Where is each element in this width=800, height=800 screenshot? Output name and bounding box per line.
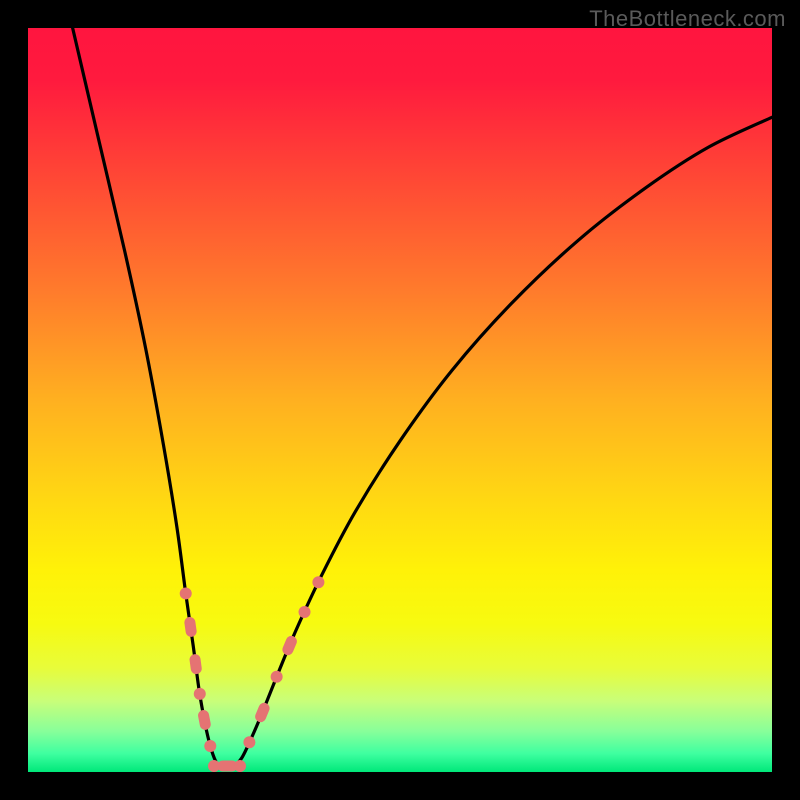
marker-dot — [194, 688, 206, 700]
marker-pill — [189, 653, 203, 674]
watermark-text: TheBottleneck.com — [589, 6, 786, 32]
marker-pill — [197, 709, 212, 731]
marker-pill — [281, 634, 299, 657]
marker-dot — [180, 587, 192, 599]
marker-dot — [243, 736, 255, 748]
marker-pill — [253, 701, 271, 724]
plot-area — [28, 28, 772, 772]
marker-dot — [271, 671, 283, 683]
marker-pill — [184, 616, 198, 637]
marker-dot — [234, 760, 246, 772]
marker-dot — [312, 576, 324, 588]
marker-dot — [204, 740, 216, 752]
curve-markers — [180, 576, 325, 772]
right-branch-curve — [235, 117, 772, 766]
curve-layer — [28, 28, 772, 772]
marker-dot — [299, 606, 311, 618]
